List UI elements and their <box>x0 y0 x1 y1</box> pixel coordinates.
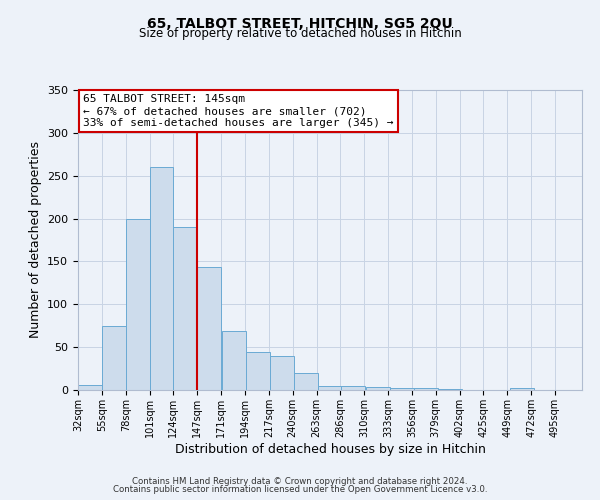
Text: Size of property relative to detached houses in Hitchin: Size of property relative to detached ho… <box>139 28 461 40</box>
Bar <box>270 356 294 390</box>
Text: 65 TALBOT STREET: 145sqm
← 67% of detached houses are smaller (702)
33% of semi-: 65 TALBOT STREET: 145sqm ← 67% of detach… <box>83 94 394 128</box>
Bar <box>222 331 246 390</box>
Bar <box>197 268 221 390</box>
Bar <box>246 352 270 390</box>
Text: 65, TALBOT STREET, HITCHIN, SG5 2QU: 65, TALBOT STREET, HITCHIN, SG5 2QU <box>147 18 453 32</box>
Bar <box>414 388 438 390</box>
Text: Contains public sector information licensed under the Open Government Licence v3: Contains public sector information licen… <box>113 485 487 494</box>
Bar <box>341 386 365 390</box>
Bar <box>294 373 317 390</box>
X-axis label: Distribution of detached houses by size in Hitchin: Distribution of detached houses by size … <box>175 442 485 456</box>
Bar <box>390 388 414 390</box>
Bar <box>366 388 390 390</box>
Bar <box>126 218 149 390</box>
Bar <box>149 167 173 390</box>
Bar <box>317 386 341 390</box>
Bar <box>78 385 102 390</box>
Bar <box>173 227 197 390</box>
Bar <box>511 388 534 390</box>
Bar <box>438 389 462 390</box>
Y-axis label: Number of detached properties: Number of detached properties <box>29 142 41 338</box>
Text: Contains HM Land Registry data © Crown copyright and database right 2024.: Contains HM Land Registry data © Crown c… <box>132 477 468 486</box>
Bar <box>102 326 126 390</box>
